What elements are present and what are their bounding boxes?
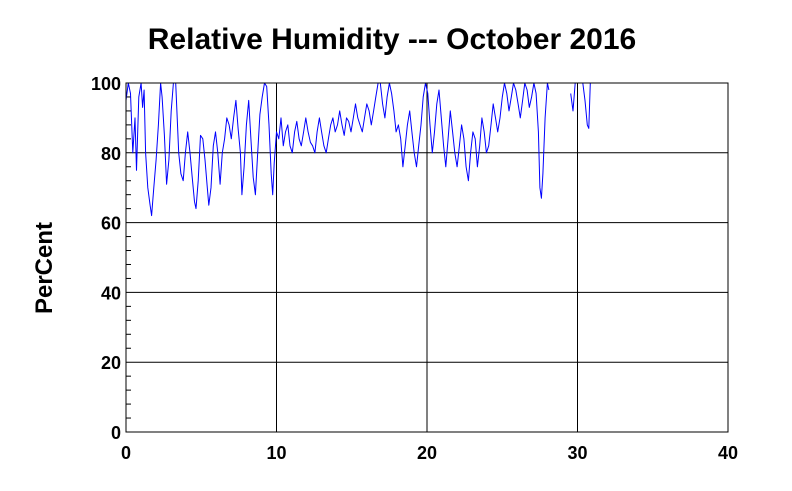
y-tick-label-3: 60 [101, 214, 121, 234]
grid-lines [126, 83, 728, 432]
y-tick-label-1: 20 [101, 353, 121, 373]
x-tick-label-0: 0 [121, 443, 131, 463]
plot-frame [125, 82, 729, 433]
x-tick-label-4: 40 [718, 443, 738, 463]
y-axis-label: PerCent [31, 222, 58, 314]
y-tick-label-2: 40 [101, 283, 121, 303]
y-tick-labels: 0 20 40 60 80 100 [91, 74, 121, 443]
x-tick-label-2: 20 [417, 443, 437, 463]
x-tick-labels: 0 10 20 30 40 [121, 443, 738, 463]
y-minor-ticks [126, 96, 131, 419]
humidity-series-line-2 [582, 82, 591, 129]
y-tick-label-0: 0 [111, 423, 121, 443]
y-tick-label-4: 80 [101, 144, 121, 164]
y-tick-label-5: 100 [91, 74, 121, 94]
humidity-series-line-0 [125, 82, 550, 217]
chart-title: Relative Humidity --- October 2016 [148, 23, 636, 56]
x-tick-label-1: 10 [266, 443, 286, 463]
x-tick-label-3: 30 [567, 443, 587, 463]
